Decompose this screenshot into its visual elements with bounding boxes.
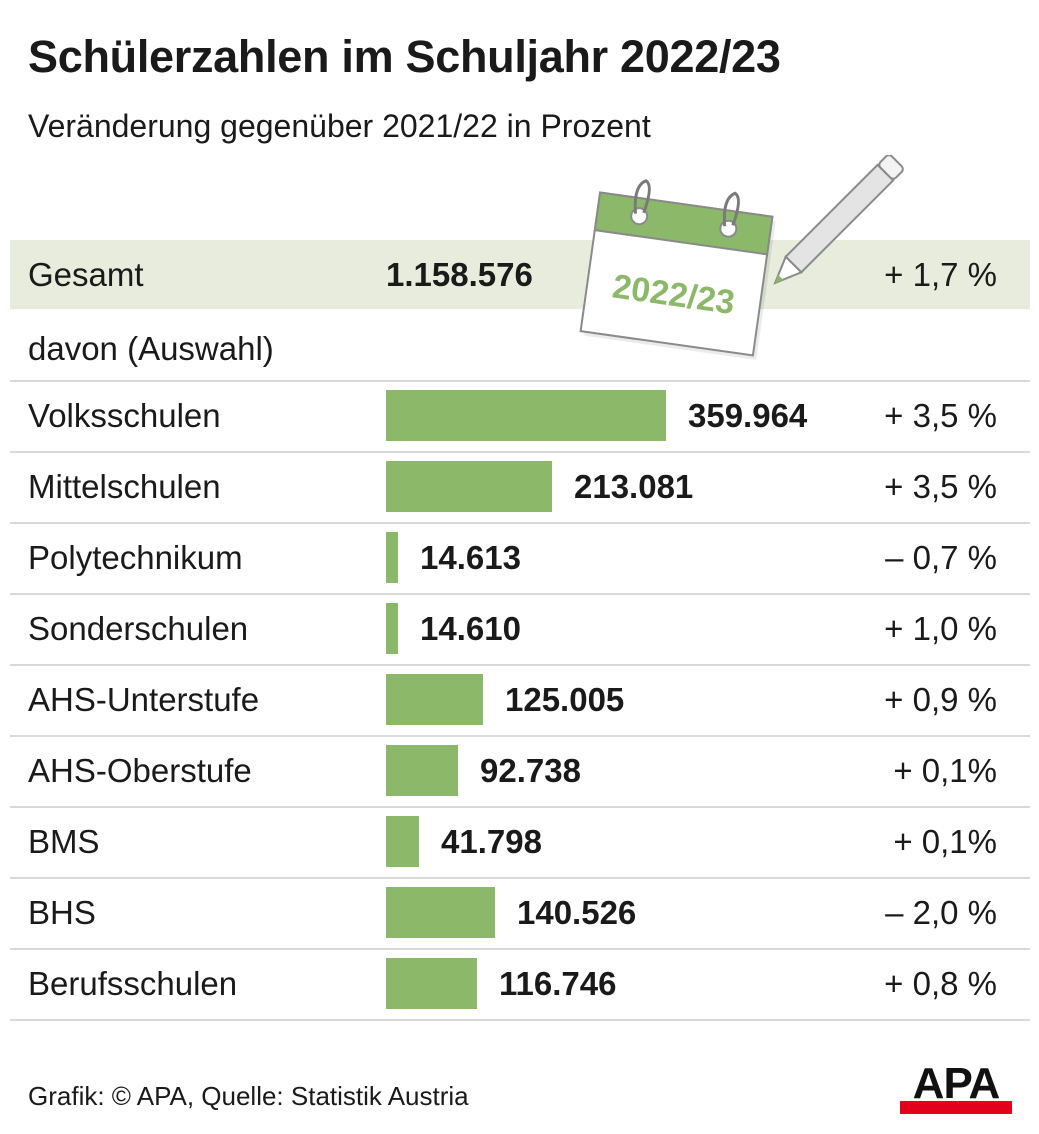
apa-logo-text: APA: [913, 1062, 1000, 1108]
category-label: AHS-Oberstufe: [28, 752, 252, 789]
bar: [386, 745, 458, 796]
row-separator: [10, 664, 1030, 666]
source-credit: Grafik: © APA, Quelle: Statistik Austria: [28, 1081, 469, 1111]
value-label: 125.005: [505, 681, 625, 718]
change-label: + 0,1%: [893, 823, 997, 860]
value-label: 140.526: [517, 894, 637, 931]
change-label: + 0,9 %: [884, 681, 997, 718]
row-separator: [10, 451, 1030, 453]
row-separator: [10, 522, 1030, 524]
total-value: 1.158.576: [386, 256, 533, 293]
row-separator: [10, 735, 1030, 737]
category-label: Sonderschulen: [28, 610, 249, 647]
bar: [386, 887, 495, 938]
change-label: – 2,0 %: [885, 894, 997, 931]
bar: [386, 532, 398, 583]
row-separator: [10, 593, 1030, 595]
chart-subtitle: Veränderung gegenüber 2021/22 in Prozent: [28, 108, 651, 144]
row-separator: [10, 877, 1030, 879]
category-label: Berufsschulen: [28, 965, 238, 1002]
bar: [386, 390, 666, 441]
change-label: + 0,8 %: [884, 965, 997, 1002]
category-label: AHS-Unterstufe: [28, 681, 260, 718]
category-label: BMS: [28, 823, 100, 860]
section-label: davon (Auswahl): [28, 330, 274, 367]
bar: [386, 958, 477, 1009]
total-row: [10, 240, 1030, 309]
change-label: + 3,5 %: [884, 468, 997, 505]
bar: [386, 461, 552, 512]
value-label: 14.610: [420, 610, 521, 647]
value-label: 92.738: [480, 752, 581, 789]
change-label: + 3,5 %: [884, 397, 997, 434]
chart-title: Schülerzahlen im Schuljahr 2022/23: [28, 31, 781, 82]
row-separator: [10, 948, 1030, 950]
row-separator: [10, 380, 1030, 382]
row-separator: [10, 806, 1030, 808]
value-label: 14.613: [420, 539, 521, 576]
row-separator: [10, 1019, 1030, 1021]
change-label: – 0,7 %: [885, 539, 997, 576]
bar: [386, 674, 483, 725]
bar: [386, 816, 419, 867]
value-label: 213.081: [574, 468, 694, 505]
category-label: Volksschulen: [28, 397, 221, 434]
category-label: BHS: [28, 894, 96, 931]
change-label: + 0,1%: [893, 752, 997, 789]
calendar-icon: 2022/23: [579, 155, 904, 360]
apa-logo: APA: [900, 1062, 1012, 1114]
total-change: + 1,7 %: [884, 256, 997, 293]
total-label: Gesamt: [28, 256, 144, 293]
value-label: 116.746: [499, 965, 617, 1002]
bar: [386, 603, 398, 654]
change-label: + 1,0 %: [884, 610, 997, 647]
category-label: Polytechnikum: [28, 539, 243, 576]
value-label: 359.964: [688, 397, 808, 434]
value-label: 41.798: [441, 823, 542, 860]
pencil-icon: [773, 155, 904, 285]
category-label: Mittelschulen: [28, 468, 221, 505]
